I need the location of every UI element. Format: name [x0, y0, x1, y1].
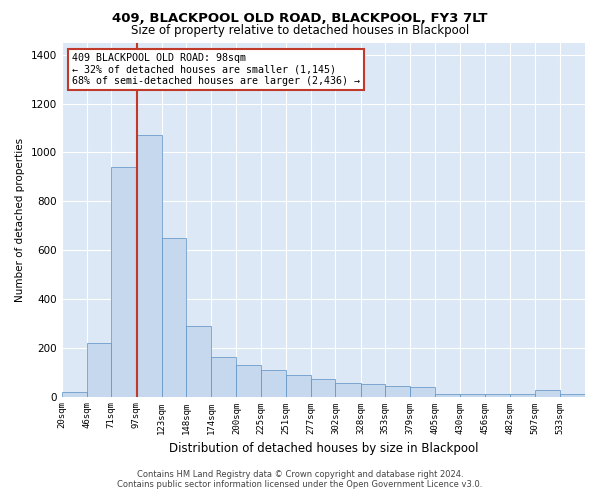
Bar — [286, 374, 311, 396]
Bar — [436, 394, 460, 396]
Bar — [62, 392, 87, 396]
Text: 409 BLACKPOOL OLD ROAD: 98sqm
← 32% of detached houses are smaller (1,145)
68% o: 409 BLACKPOOL OLD ROAD: 98sqm ← 32% of d… — [72, 53, 360, 86]
Bar — [211, 358, 236, 397]
Bar — [485, 394, 510, 396]
Bar — [236, 365, 261, 396]
Bar — [361, 384, 385, 396]
Bar — [111, 167, 136, 396]
Y-axis label: Number of detached properties: Number of detached properties — [15, 138, 25, 302]
Bar — [460, 394, 485, 396]
Bar — [136, 136, 161, 396]
Bar — [161, 238, 186, 396]
Bar — [186, 326, 211, 396]
Bar — [510, 394, 535, 396]
Bar — [87, 343, 111, 396]
Bar — [385, 386, 410, 396]
Text: 409, BLACKPOOL OLD ROAD, BLACKPOOL, FY3 7LT: 409, BLACKPOOL OLD ROAD, BLACKPOOL, FY3 … — [112, 12, 488, 26]
Bar — [311, 380, 335, 396]
Text: Contains HM Land Registry data © Crown copyright and database right 2024.
Contai: Contains HM Land Registry data © Crown c… — [118, 470, 482, 489]
Bar — [410, 387, 436, 396]
Bar — [335, 383, 361, 396]
Bar — [560, 394, 585, 396]
Bar — [261, 370, 286, 396]
Bar — [535, 390, 560, 396]
X-axis label: Distribution of detached houses by size in Blackpool: Distribution of detached houses by size … — [169, 442, 478, 455]
Text: Size of property relative to detached houses in Blackpool: Size of property relative to detached ho… — [131, 24, 469, 37]
